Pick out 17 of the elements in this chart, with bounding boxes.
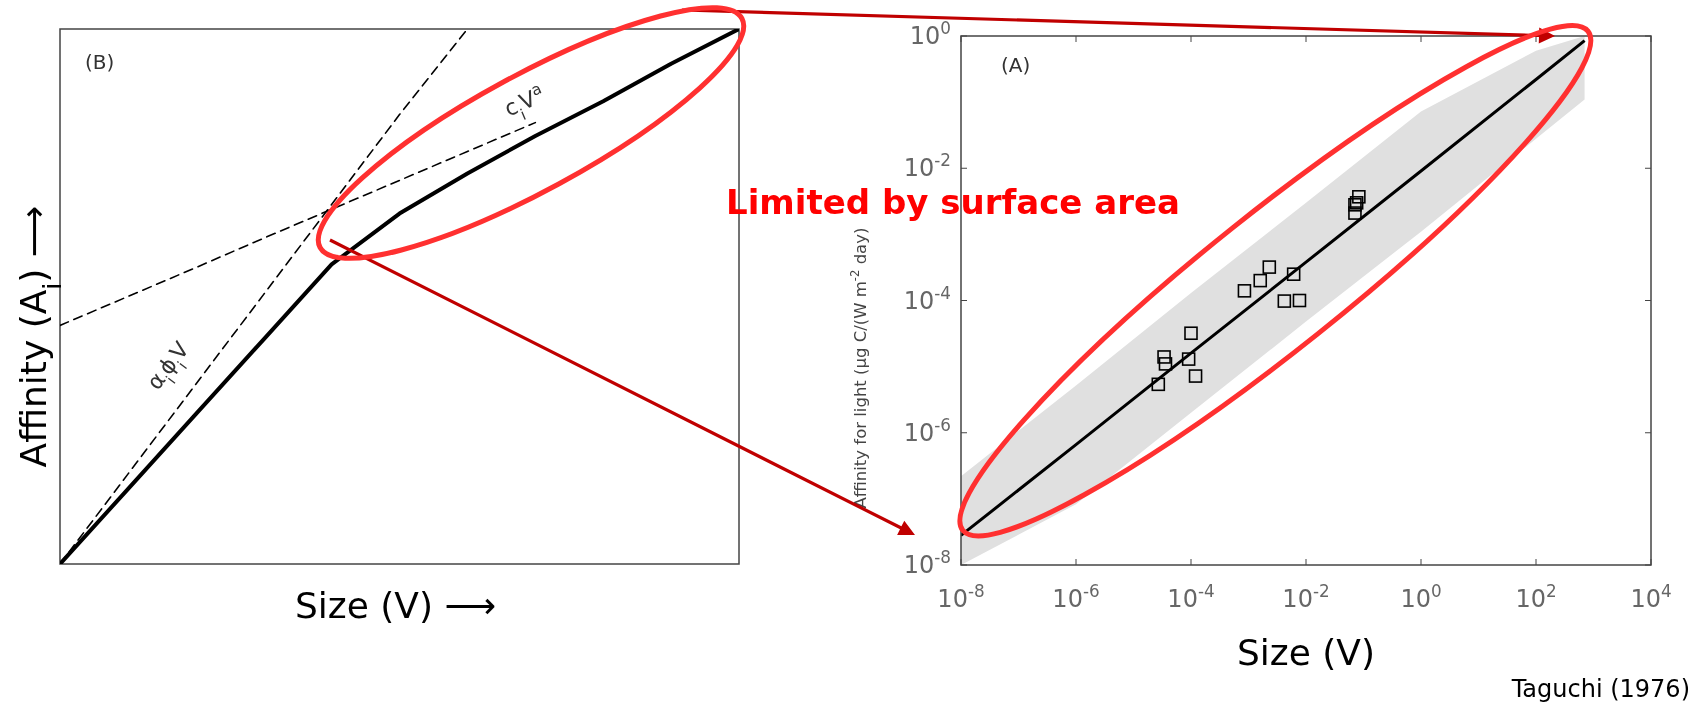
x-tick-label: 10$^{-6}$ <box>1052 581 1100 613</box>
y-tick-label: 10$^{-8}$ <box>903 547 951 579</box>
y-tick-label: 10$^{0}$ <box>909 18 951 50</box>
x-axis-title: Size (V) <box>1236 632 1376 673</box>
x-tick-label: 10$^{-8}$ <box>937 581 985 613</box>
y-tick-label: 10$^{-4}$ <box>903 282 951 315</box>
x-tick-label: 10$^{4}$ <box>1630 581 1672 613</box>
x-tick-label: 10$^{-2}$ <box>1282 581 1330 613</box>
annotation: (A) <box>1001 53 1031 77</box>
x-tick-label: 10$^{2}$ <box>1515 581 1557 613</box>
x-axis-title: Size (V) ⟶ <box>294 585 497 626</box>
x-tick-label: 10$^{0}$ <box>1400 581 1442 613</box>
text: Taguchi (1976) <box>1510 675 1690 703</box>
annotation: (B) <box>85 50 115 74</box>
y-tick-label: 10$^{-2}$ <box>903 150 951 183</box>
y-tick-label: 10$^{-6}$ <box>903 414 951 447</box>
x-tick-label: 10$^{-4}$ <box>1167 581 1215 613</box>
